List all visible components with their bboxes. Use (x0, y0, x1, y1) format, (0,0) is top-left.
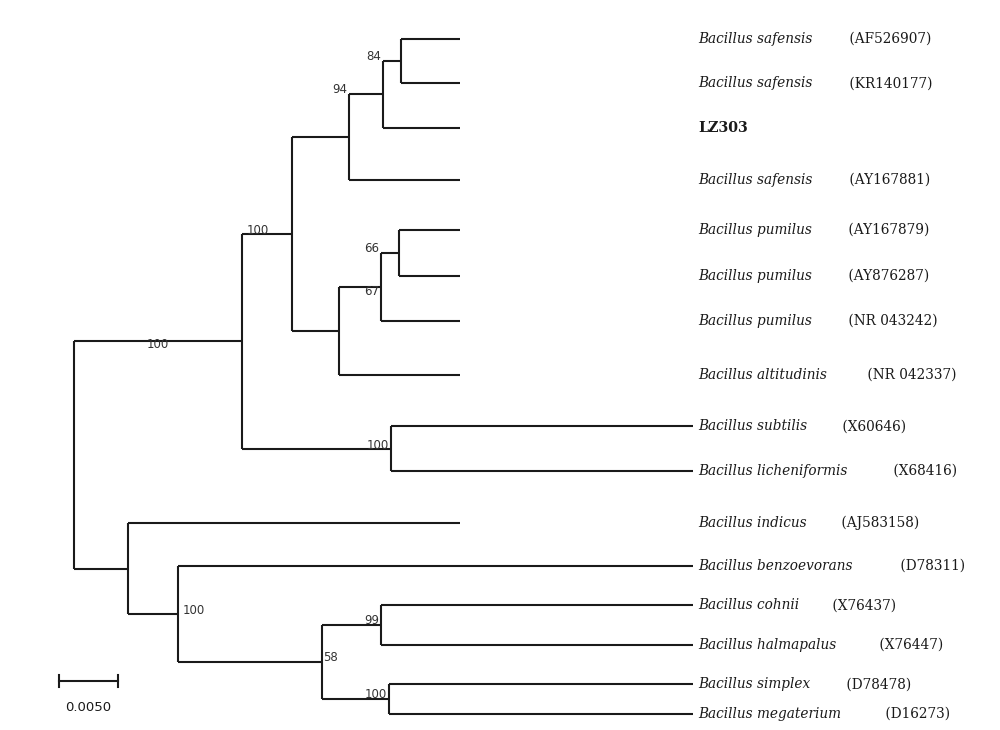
Text: Bacillus pumilus: Bacillus pumilus (698, 269, 812, 283)
Text: (X60646): (X60646) (838, 419, 906, 434)
Text: 67: 67 (364, 285, 379, 298)
Text: Bacillus safensis: Bacillus safensis (698, 173, 813, 187)
Text: Bacillus pumilus: Bacillus pumilus (698, 223, 812, 237)
Text: (KR140177): (KR140177) (845, 76, 932, 91)
Text: 100: 100 (247, 224, 269, 237)
Text: (X76447): (X76447) (875, 638, 943, 652)
Text: 0.0050: 0.0050 (65, 701, 112, 714)
Text: Bacillus megaterium: Bacillus megaterium (698, 707, 841, 721)
Text: (X76437): (X76437) (828, 598, 896, 612)
Text: 100: 100 (183, 604, 205, 617)
Text: 100: 100 (367, 439, 389, 451)
Text: LZ303: LZ303 (698, 120, 748, 135)
Text: (NR 042337): (NR 042337) (863, 368, 957, 382)
Text: Bacillus simplex: Bacillus simplex (698, 677, 810, 691)
Text: (D16273): (D16273) (881, 707, 950, 721)
Text: Bacillus safensis: Bacillus safensis (698, 32, 813, 46)
Text: 58: 58 (323, 651, 338, 664)
Text: (AY167879): (AY167879) (844, 223, 929, 237)
Text: Bacillus pumilus: Bacillus pumilus (698, 313, 812, 328)
Text: (AY876287): (AY876287) (844, 269, 929, 283)
Text: (AY167881): (AY167881) (845, 173, 930, 187)
Text: Bacillus halmapalus: Bacillus halmapalus (698, 638, 837, 652)
Text: Bacillus cohnii: Bacillus cohnii (698, 598, 799, 612)
Text: (NR 043242): (NR 043242) (844, 313, 938, 328)
Text: Bacillus indicus: Bacillus indicus (698, 516, 807, 530)
Text: 84: 84 (366, 50, 381, 63)
Text: 100: 100 (147, 338, 169, 351)
Text: 94: 94 (332, 83, 347, 96)
Text: Bacillus benzoevorans: Bacillus benzoevorans (698, 558, 853, 572)
Text: 66: 66 (364, 242, 379, 255)
Text: (X68416): (X68416) (889, 464, 958, 477)
Text: 99: 99 (364, 614, 379, 627)
Text: (AF526907): (AF526907) (845, 32, 931, 46)
Text: 100: 100 (365, 688, 387, 701)
Text: Bacillus licheniformis: Bacillus licheniformis (698, 464, 848, 477)
Text: Bacillus subtilis: Bacillus subtilis (698, 419, 807, 434)
Text: (D78311): (D78311) (896, 558, 965, 572)
Text: Bacillus safensis: Bacillus safensis (698, 76, 813, 91)
Text: (D78478): (D78478) (842, 677, 911, 691)
Text: Bacillus altitudinis: Bacillus altitudinis (698, 368, 827, 382)
Text: (AJ583158): (AJ583158) (837, 516, 920, 531)
